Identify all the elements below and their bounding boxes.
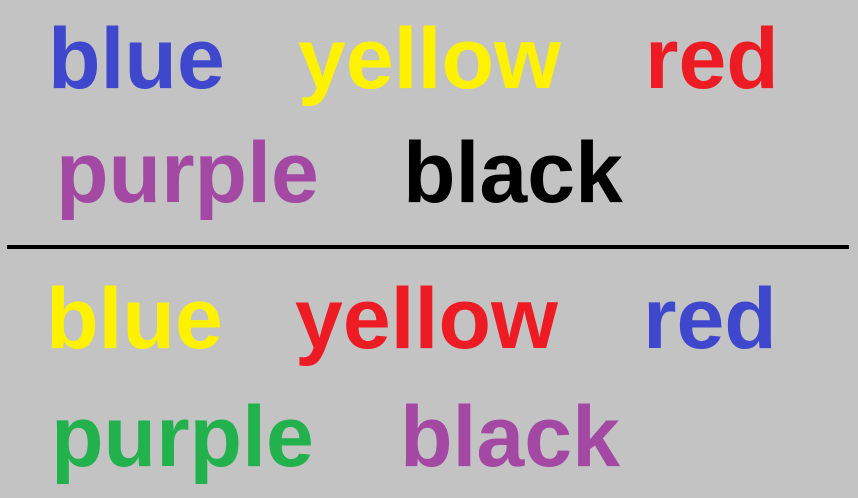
bottom-word-red: red bbox=[643, 271, 777, 367]
bottom-word-black: black bbox=[400, 389, 620, 485]
top-word-red: red bbox=[645, 11, 779, 107]
bottom-word-blue: blue bbox=[46, 271, 223, 367]
bottom-word-purple: purple bbox=[51, 389, 314, 485]
top-word-black: black bbox=[403, 125, 623, 221]
top-word-yellow: yellow bbox=[298, 11, 561, 107]
bottom-word-yellow: yellow bbox=[295, 271, 558, 367]
section-divider bbox=[7, 245, 849, 249]
top-word-purple: purple bbox=[56, 125, 319, 221]
top-word-blue: blue bbox=[48, 11, 225, 107]
